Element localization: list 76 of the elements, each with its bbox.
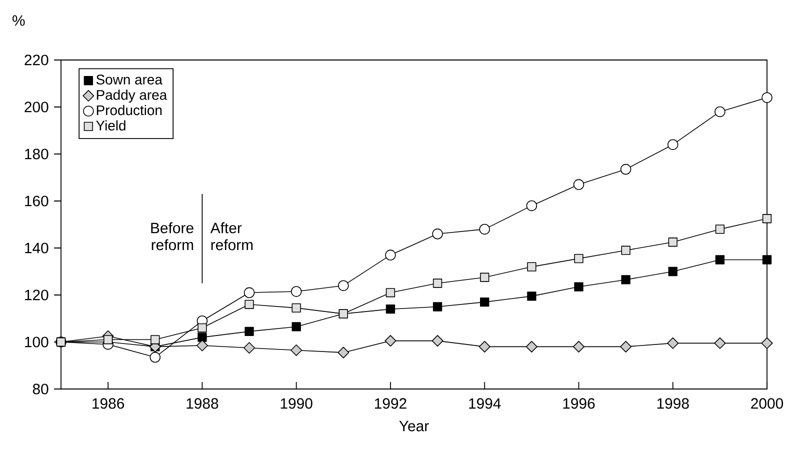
point [667,139,678,150]
y-tick-label: 100 [25,336,48,348]
point [290,286,302,297]
point [198,323,207,332]
point [244,342,256,354]
point [621,246,630,255]
point [526,340,538,352]
point [478,340,490,352]
y-tick-label: 180 [25,148,48,160]
point [244,326,254,336]
point [338,280,349,291]
point [620,164,632,175]
point [432,228,443,240]
point [150,335,160,344]
x-tick-label: 1990 [280,398,312,409]
point [432,302,442,312]
point [386,304,396,314]
point [762,92,772,103]
point [479,224,490,235]
point [386,288,396,298]
point [762,255,772,264]
x-tick-label: 1988 [186,398,218,409]
annotation: Before reform [151,222,194,250]
point [527,262,536,272]
y-tick-label: 80 [32,384,48,394]
point [292,322,301,332]
point [526,200,538,212]
x-tick-label: 1992 [374,398,406,409]
y-tick-label: 120 [25,290,48,300]
point [715,255,725,264]
point [244,287,255,298]
point [103,335,113,344]
x-axis-title: Year [399,420,429,432]
point [198,332,207,342]
point [668,238,678,247]
point [338,346,350,358]
point [573,179,584,190]
y-tick-label: 200 [24,102,48,112]
point [762,214,772,224]
point [714,337,726,349]
point [715,224,725,234]
point [667,337,679,349]
point [527,292,536,301]
point [574,282,584,292]
point [572,340,584,352]
legend-label: Paddy area [96,90,168,103]
point [244,300,254,309]
x-tick-label: 1996 [563,398,595,409]
x-tick-label: 2000 [751,398,784,409]
point [480,297,490,307]
point [761,337,773,349]
point [384,335,396,347]
point [574,254,584,264]
point [385,250,396,260]
y-tick-label: 140 [25,242,48,254]
point [480,272,490,282]
point [150,352,161,363]
y-tick-label: 220 [24,54,48,66]
y-tick-label: 160 [25,196,48,206]
y-axis-title: % [12,15,25,26]
x-tick-label: 1986 [92,398,124,409]
annotation: After reform [210,222,253,250]
point [621,275,630,284]
point [714,106,726,118]
point [668,266,678,276]
point [620,340,632,352]
point [196,340,208,352]
legend-label: Sown area [96,74,162,85]
point [432,335,444,347]
legend-label: Production [96,104,162,116]
point [432,278,442,288]
x-tick-label: 1994 [469,398,501,409]
legend-label: Yield [96,120,126,131]
point [290,344,302,356]
point [292,303,301,313]
x-tick-label: 1998 [657,398,689,409]
